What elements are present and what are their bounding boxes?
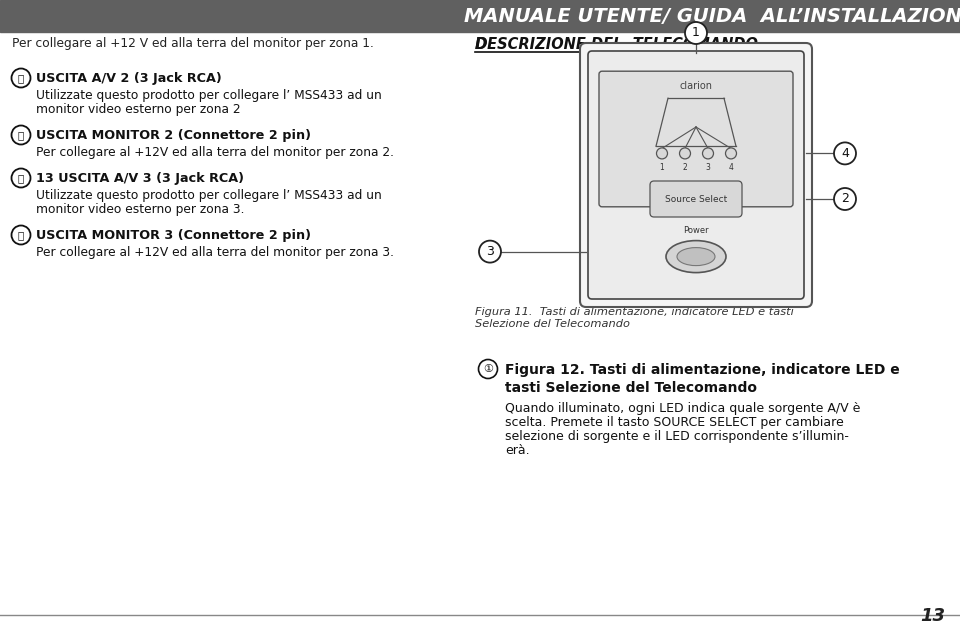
Text: selezione di sorgente e il LED corrispondente s’illumin-: selezione di sorgente e il LED corrispon…	[505, 430, 849, 443]
Text: ①: ①	[483, 364, 493, 374]
Bar	[0, 0, 960, 32]
Circle shape	[726, 148, 736, 159]
Text: 3: 3	[706, 163, 710, 172]
Text: Per collegare al +12V ed alla terra del monitor per zona 2.: Per collegare al +12V ed alla terra del …	[36, 146, 394, 159]
Circle shape	[685, 22, 707, 44]
Text: Per collegare al +12V ed alla terra del monitor per zona 3.: Per collegare al +12V ed alla terra del …	[36, 246, 394, 259]
Circle shape	[703, 148, 713, 159]
FancyBboxPatch shape	[599, 71, 793, 207]
Text: Source Select: Source Select	[665, 194, 727, 203]
Text: 2: 2	[841, 192, 849, 206]
Ellipse shape	[677, 248, 715, 265]
Text: 4: 4	[841, 147, 849, 160]
Text: 2: 2	[683, 163, 687, 172]
Circle shape	[680, 148, 690, 159]
Text: ⑪: ⑪	[18, 73, 24, 83]
Text: Figura 12. Tasti di alimentazione, indicatore LED e: Figura 12. Tasti di alimentazione, indic…	[505, 363, 900, 377]
Text: Quando illuminato, ogni LED indica quale sorgente A/V è: Quando illuminato, ogni LED indica quale…	[505, 402, 860, 415]
Text: ⑭: ⑭	[18, 230, 24, 240]
Text: Utilizzate questo prodotto per collegare l’ MSS433 ad un: Utilizzate questo prodotto per collegare…	[36, 189, 382, 202]
Text: scelta. Premete il tasto SOURCE SELECT per cambiare: scelta. Premete il tasto SOURCE SELECT p…	[505, 416, 844, 429]
Text: USCITA A/V 2 (3 Jack RCA): USCITA A/V 2 (3 Jack RCA)	[36, 72, 222, 85]
Text: Figura 11.  Tasti di alimentazione, indicatore LED e tasti
Selezione del Telecom: Figura 11. Tasti di alimentazione, indic…	[475, 307, 794, 328]
Text: tasti Selezione del Telecomando: tasti Selezione del Telecomando	[505, 381, 757, 395]
Text: 4: 4	[729, 163, 733, 172]
Text: USCITA MONITOR 2 (Connettore 2 pin): USCITA MONITOR 2 (Connettore 2 pin)	[36, 129, 311, 142]
Text: MANUALE UTENTE/ GUIDA  ALL’INSTALLAZIONE: MANUALE UTENTE/ GUIDA ALL’INSTALLAZIONE	[465, 6, 960, 25]
FancyBboxPatch shape	[650, 181, 742, 217]
Text: 13 USCITA A/V 3 (3 Jack RCA): 13 USCITA A/V 3 (3 Jack RCA)	[36, 172, 244, 185]
FancyBboxPatch shape	[580, 43, 812, 307]
FancyBboxPatch shape	[588, 51, 804, 299]
Circle shape	[479, 241, 501, 263]
Text: USCITA MONITOR 3 (Connettore 2 pin): USCITA MONITOR 3 (Connettore 2 pin)	[36, 229, 311, 242]
Text: clarion: clarion	[680, 81, 712, 91]
Circle shape	[834, 188, 856, 210]
Circle shape	[657, 148, 667, 159]
Text: monitor video esterno per zona 3.: monitor video esterno per zona 3.	[36, 203, 245, 216]
Text: ⑬: ⑬	[18, 173, 24, 183]
Text: ⑫: ⑫	[18, 130, 24, 140]
Ellipse shape	[666, 241, 726, 272]
Text: 1: 1	[660, 163, 664, 172]
Text: 13: 13	[920, 607, 945, 625]
Text: monitor video esterno per zona 2: monitor video esterno per zona 2	[36, 103, 241, 116]
Text: Utilizzate questo prodotto per collegare l’ MSS433 ad un: Utilizzate questo prodotto per collegare…	[36, 89, 382, 102]
Text: erà.: erà.	[505, 444, 530, 457]
Text: 3: 3	[486, 245, 494, 258]
Text: 1: 1	[692, 27, 700, 39]
Circle shape	[834, 142, 856, 164]
Text: D: D	[475, 37, 488, 52]
Text: Per collegare al +12 V ed alla terra del monitor per zona 1.: Per collegare al +12 V ed alla terra del…	[12, 37, 373, 50]
Text: DESCRIZIONE DEL  TELECOMANDO: DESCRIZIONE DEL TELECOMANDO	[475, 37, 757, 52]
Text: Power: Power	[684, 227, 708, 236]
